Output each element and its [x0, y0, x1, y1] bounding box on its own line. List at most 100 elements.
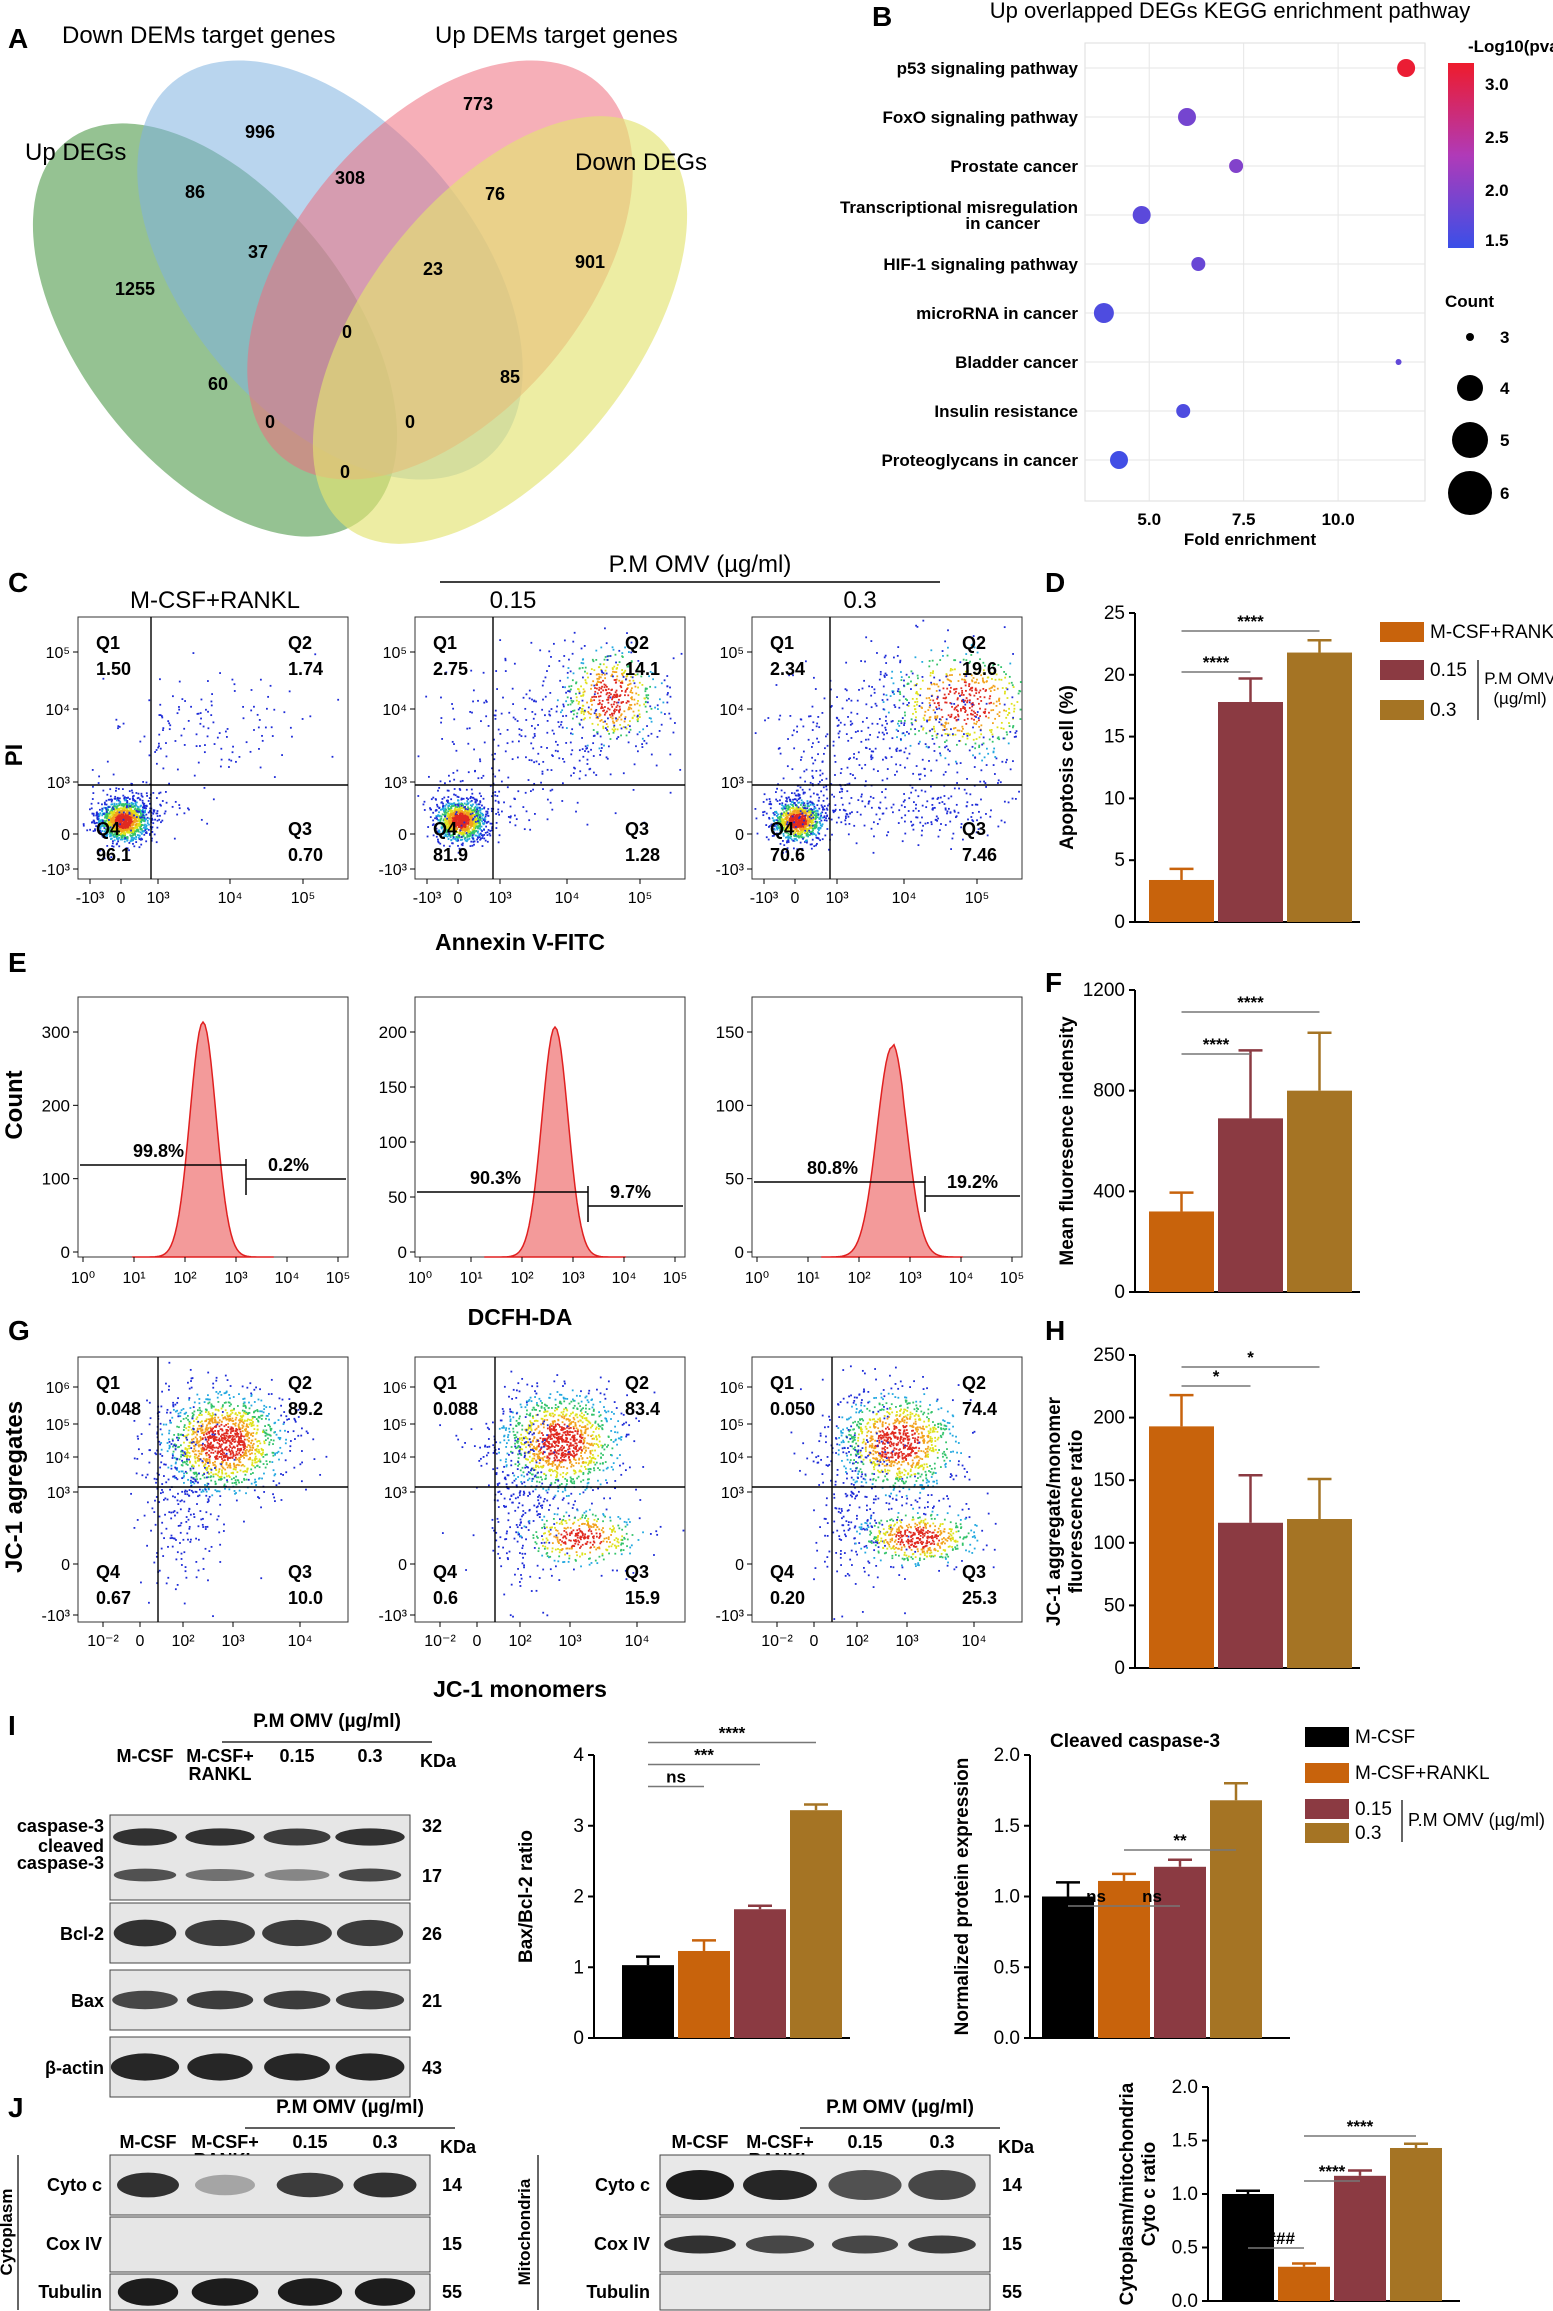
blot-band	[336, 1919, 404, 1947]
side-label-cytoplasm: Cytoplasm	[0, 2189, 16, 2276]
blot-kda-value: 15	[442, 2234, 462, 2254]
panel-letter-a: A	[8, 23, 28, 54]
axis-tick: 0	[398, 827, 407, 844]
quadrant-name: Q3	[962, 1562, 986, 1582]
axis-tick: 10³	[561, 1270, 585, 1287]
quadrant-value: 0.20	[770, 1588, 805, 1608]
significance-label: *	[1247, 1348, 1254, 1367]
legend-d: M-CSF+RANKL 0.15 0.3 P.M OMV (µg/ml)	[1380, 622, 1553, 721]
bar-ytick: 0.0	[1172, 2291, 1198, 2311]
axis-tick: 200	[42, 1096, 70, 1115]
bar-ytick: 1.0	[994, 1887, 1020, 1908]
colorbar-tick: 2.0	[1485, 181, 1509, 200]
axis-tick: 10³	[721, 1485, 745, 1502]
axis-tick: 10⁴	[719, 1450, 744, 1467]
axis-tick: 0	[473, 1633, 482, 1650]
gate-percent: 0.2%	[268, 1155, 309, 1175]
blot-band	[276, 2172, 344, 2198]
axis-tick: 0	[735, 827, 744, 844]
flow-events	[82, 652, 340, 860]
kegg-category-label: HIF-1 signaling pathway	[883, 255, 1078, 274]
bar	[1149, 879, 1214, 922]
flow-plot: Q1 0.050 Q2 74.4 Q4 0.20 Q3 25.3 10⁶ 10⁵ 10⁴ 10³ 0 -1…	[716, 1356, 1023, 1650]
axis-tick: 50	[725, 1170, 744, 1189]
axis-tick: 0	[791, 890, 800, 907]
axis-tick: 10²	[508, 1633, 532, 1650]
flow-g-ylabel: JC-1 agregates	[1, 1401, 28, 1573]
significance-label: ns	[1142, 1887, 1162, 1906]
histogram-plot: 80.8% 19.2% 0 50 100 150 10⁰ 10¹ 10² 10³ 10⁴ 10⁵	[716, 996, 1024, 1287]
blot-row-label: Cox IV	[594, 2234, 650, 2254]
axis-tick: 10⁴	[625, 1633, 650, 1650]
blot-band	[191, 2278, 259, 2306]
bar-ytick: 15	[1104, 727, 1125, 748]
gate-percent: 9.7%	[610, 1182, 651, 1202]
legend-swatch	[1380, 660, 1424, 680]
panel-letter-e: E	[8, 947, 27, 978]
blot-band	[185, 1919, 255, 1947]
venn-count: 1255	[115, 279, 155, 299]
quadrant-name: Q2	[288, 1373, 312, 1393]
side-label-mitochondria: Mitochondria	[515, 2178, 534, 2285]
axis-tick: -10³	[716, 862, 745, 879]
axis-tick: 10⁴	[612, 1270, 637, 1287]
blot-row-label: Bcl-2	[60, 1924, 104, 1944]
quadrant-value: 10.0	[288, 1588, 323, 1608]
bar-ytick: 5	[1114, 850, 1125, 871]
venn-count: 0	[342, 322, 352, 342]
axis-tick: 10⁶	[720, 1380, 744, 1397]
axis-tick: -10³	[716, 1608, 745, 1625]
blot-strip	[109, 2216, 431, 2273]
legend-entry: 0.15	[1430, 660, 1467, 681]
bar-ytick: 4	[573, 1745, 584, 1766]
bar	[1210, 1800, 1262, 2038]
flow-plot-frame	[77, 1356, 349, 1623]
legend-entry: M-CSF+RANKL	[1355, 1763, 1490, 1784]
bar	[1218, 701, 1283, 922]
venn-count: 996	[245, 122, 275, 142]
flow-plot: Q1 2.75 Q2 14.1 Q4 81.9 Q3 1.28 10⁵ 10⁴ 10³ 0 -10³ -1…	[379, 616, 686, 907]
kegg-category-label: FoxO signaling pathway	[882, 108, 1078, 127]
quadrant-name: Q3	[288, 1562, 312, 1582]
bar-ytick: 250	[1093, 1345, 1125, 1366]
bar-ytick: 100	[1093, 1533, 1125, 1554]
venn-label-down-dems: Down DEMs target genes	[62, 22, 335, 49]
bar-ytick: 0.5	[1172, 2238, 1198, 2259]
legend-i: M-CSF M-CSF+RANKL 0.15 0.3 P.M OMV (µg/m…	[1305, 1727, 1545, 1844]
venn-count: 76	[485, 184, 505, 204]
axis-tick: 0	[398, 1243, 407, 1262]
axis-tick: 10⁵	[663, 1270, 687, 1287]
quadrant-name: Q4	[770, 819, 794, 839]
axis-tick: 10⁴	[45, 1450, 70, 1467]
axis-tick: 50	[388, 1188, 407, 1207]
kegg-bubble-chart: Up overlapped DEGs KEGG enrichment pathw…	[840, 0, 1553, 549]
bar	[1154, 1866, 1206, 2038]
axis-tick: -10³	[379, 1608, 408, 1625]
blot-row-label: Tubulin	[586, 2282, 650, 2302]
blot-band	[664, 2235, 736, 2254]
legend-entry: 0.3	[1355, 1823, 1381, 1844]
venn-count: 86	[185, 182, 205, 202]
panel-letter-d: D	[1045, 567, 1065, 598]
lane-label: M-CSF	[672, 2132, 729, 2152]
axis-tick: 10⁵	[291, 890, 315, 907]
axis-tick: 10³	[47, 775, 71, 792]
size-legend-tick: 3	[1500, 328, 1509, 347]
bar-ytick: 200	[1093, 1408, 1125, 1429]
axis-tick: 10⁰	[71, 1270, 95, 1287]
panel-letter-f: F	[1045, 967, 1062, 998]
bar	[1218, 1118, 1283, 1292]
axis-tick: -10³	[413, 890, 442, 907]
axis-tick: 10⁵	[720, 645, 744, 662]
axis-tick: 10³	[384, 1485, 408, 1502]
quadrant-name: Q4	[770, 1562, 794, 1582]
bar	[1287, 652, 1352, 922]
bar-ytick: 10	[1104, 788, 1125, 809]
kegg-xtick: 5.0	[1137, 510, 1161, 529]
bar-ytick: 1	[573, 1957, 584, 1978]
axis-tick: 10³	[221, 1633, 245, 1650]
flow-events	[439, 1370, 685, 1618]
blot-row-label: Cyto c	[47, 2175, 102, 2195]
quadrant-name: Q1	[770, 633, 794, 653]
